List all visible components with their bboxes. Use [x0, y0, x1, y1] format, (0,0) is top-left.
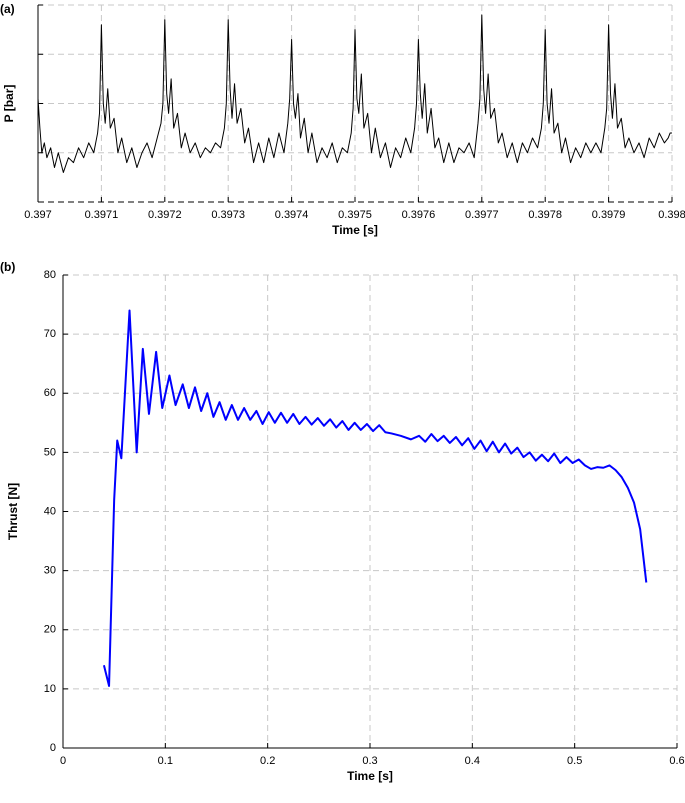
y-tick-label: 80 [44, 269, 56, 281]
x-tick-label: 0 [60, 755, 66, 767]
y-axis-label: P [bar] [2, 85, 16, 123]
y-tick-label: 70 [44, 328, 56, 340]
x-tick-label: 0.3975 [338, 209, 372, 221]
y-tick-label: 30 [44, 565, 56, 577]
x-tick-label: 0.398 [658, 209, 685, 221]
x-tick-label: 0.6 [669, 755, 684, 767]
data-line [102, 309, 648, 687]
y-tick-label: 50 [44, 446, 56, 458]
x-tick-label: 0.3 [362, 755, 377, 767]
panel-label: (a) [0, 2, 15, 16]
x-tick-label: 0.3971 [85, 209, 119, 221]
x-tick-label: 0.4 [465, 755, 480, 767]
x-tick-label: 0.2 [260, 755, 275, 767]
x-tick-label: 0.3973 [211, 209, 245, 221]
x-tick-label: 0.1 [158, 755, 173, 767]
x-tick-label: 0.397 [24, 209, 52, 221]
x-tick-label: 0.3972 [148, 209, 182, 221]
x-tick-label: 0.3976 [402, 209, 436, 221]
panel-label: (b) [0, 260, 15, 274]
x-axis-label: Time [s] [347, 769, 393, 783]
y-tick-label: 0 [50, 742, 56, 754]
x-axis-label: Time [s] [332, 223, 378, 237]
x-tick-label: 0.5 [567, 755, 582, 767]
y-axis-label: Thrust [N] [6, 483, 20, 540]
y-tick-label: 20 [44, 624, 56, 636]
x-tick-label: 0.3979 [592, 209, 626, 221]
y-tick-label: 10 [44, 683, 56, 695]
x-tick-label: 0.3977 [465, 209, 499, 221]
x-tick-label: 0.3978 [528, 209, 562, 221]
y-tick-label: 40 [44, 505, 56, 517]
y-tick-label: 60 [44, 387, 56, 399]
x-tick-label: 0.3974 [275, 209, 309, 221]
data-line [37, 14, 672, 173]
